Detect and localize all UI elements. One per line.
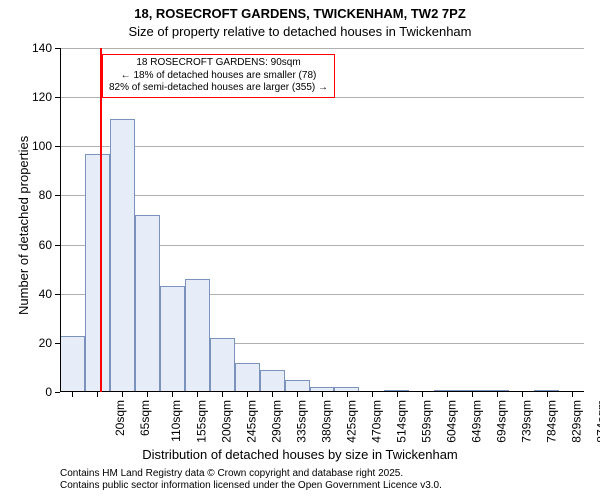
callout-line3: 82% of semi-detached houses are larger (…	[109, 82, 328, 95]
xtick-mark	[247, 392, 248, 397]
xtick-mark	[347, 392, 348, 397]
x-axis-line	[60, 391, 584, 392]
xtick-mark	[72, 392, 73, 397]
xtick-mark	[472, 392, 473, 397]
ytick-label: 40	[22, 287, 52, 301]
xtick-label: 559sqm	[420, 400, 434, 443]
chart-title-line2: Size of property relative to detached ho…	[0, 24, 600, 39]
plot-area: 02040608010012014020sqm65sqm110sqm155sqm…	[60, 48, 584, 392]
ytick-label: 20	[22, 336, 52, 350]
ytick-mark	[55, 392, 60, 393]
histogram-bar	[110, 119, 135, 392]
xtick-mark	[172, 392, 173, 397]
xtick-label: 20sqm	[114, 400, 128, 436]
xtick-label: 110sqm	[169, 400, 183, 442]
histogram-bar	[160, 286, 185, 392]
ytick-label: 60	[22, 238, 52, 252]
histogram-chart: 18, ROSECROFT GARDENS, TWICKENHAM, TW2 7…	[0, 0, 600, 500]
xtick-mark	[122, 392, 123, 397]
histogram-bar	[185, 279, 210, 392]
xtick-label: 335sqm	[295, 400, 309, 443]
xtick-mark	[572, 392, 573, 397]
y-axis-line	[60, 48, 61, 392]
property-marker-line	[100, 48, 102, 392]
xtick-mark	[322, 392, 323, 397]
xtick-mark	[422, 392, 423, 397]
xtick-mark	[372, 392, 373, 397]
xtick-label: 604sqm	[445, 400, 459, 443]
xtick-label: 694sqm	[494, 400, 508, 443]
xtick-label: 874sqm	[594, 400, 600, 443]
gridline	[60, 48, 584, 49]
callout-line1: 18 ROSECROFT GARDENS: 90sqm	[109, 57, 328, 70]
ytick-label: 140	[22, 41, 52, 55]
histogram-bar	[235, 363, 260, 392]
histogram-bar	[260, 370, 285, 392]
xtick-mark	[297, 392, 298, 397]
xtick-label: 65sqm	[138, 400, 152, 436]
xtick-label: 290sqm	[270, 400, 284, 443]
gridline	[60, 146, 584, 147]
xtick-mark	[147, 392, 148, 397]
xtick-mark	[397, 392, 398, 397]
xtick-label: 425sqm	[345, 400, 359, 443]
xtick-mark	[547, 392, 548, 397]
footer-line1: Contains HM Land Registry data © Crown c…	[60, 468, 442, 480]
x-axis-label: Distribution of detached houses by size …	[0, 447, 600, 462]
ytick-label: 120	[22, 90, 52, 104]
ytick-label: 80	[22, 188, 52, 202]
xtick-mark	[222, 392, 223, 397]
histogram-bar	[210, 338, 235, 392]
histogram-bar	[135, 215, 160, 392]
xtick-label: 155sqm	[195, 400, 209, 443]
histogram-bar	[60, 336, 85, 393]
xtick-mark	[97, 392, 98, 397]
xtick-mark	[522, 392, 523, 397]
ytick-label: 0	[22, 385, 52, 399]
xtick-label: 245sqm	[245, 400, 259, 443]
footer-line2: Contains public sector information licen…	[60, 480, 442, 492]
xtick-label: 470sqm	[370, 400, 384, 443]
footer-attribution: Contains HM Land Registry data © Crown c…	[60, 468, 442, 492]
xtick-label: 784sqm	[544, 400, 558, 443]
xtick-label: 514sqm	[395, 400, 409, 443]
chart-title-line1: 18, ROSECROFT GARDENS, TWICKENHAM, TW2 7…	[0, 6, 600, 21]
xtick-mark	[197, 392, 198, 397]
ytick-label: 100	[22, 139, 52, 153]
xtick-label: 380sqm	[320, 400, 334, 443]
property-callout: 18 ROSECROFT GARDENS: 90sqm← 18% of deta…	[102, 54, 335, 98]
xtick-mark	[272, 392, 273, 397]
histogram-bar	[85, 154, 110, 392]
xtick-mark	[497, 392, 498, 397]
xtick-label: 200sqm	[220, 400, 234, 443]
xtick-mark	[447, 392, 448, 397]
xtick-label: 739sqm	[519, 400, 533, 443]
callout-line2: ← 18% of detached houses are smaller (78…	[109, 70, 328, 83]
xtick-label: 829sqm	[569, 400, 583, 443]
gridline	[60, 195, 584, 196]
xtick-label: 649sqm	[470, 400, 484, 443]
